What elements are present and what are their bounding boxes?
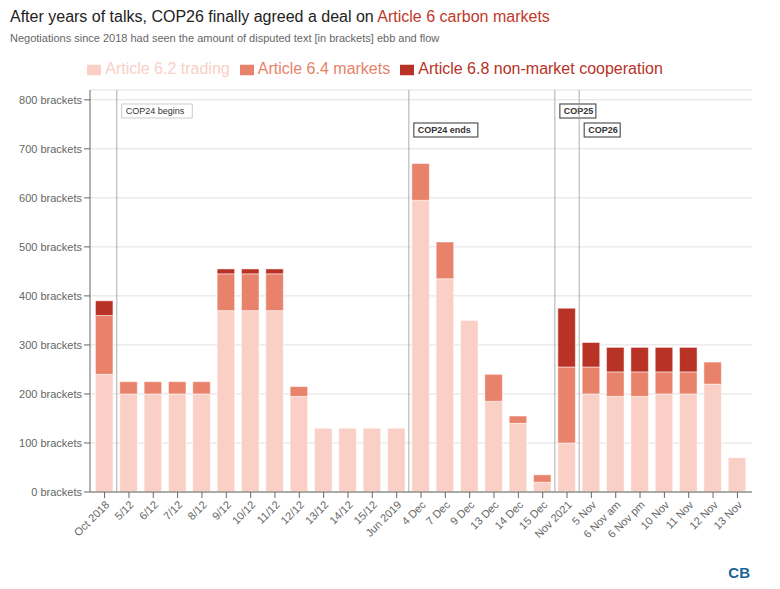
svg-text:6 Nov am: 6 Nov am <box>580 498 623 541</box>
svg-text:11 Nov: 11 Nov <box>663 498 696 531</box>
svg-text:15/12: 15/12 <box>351 498 380 527</box>
html-text:CB: CB <box>728 564 750 581</box>
svg-text:13 Nov: 13 Nov <box>711 498 744 531</box>
svg-text:Nov 2021: Nov 2021 <box>532 498 574 540</box>
svg-text:100 brackets: 100 brackets <box>19 437 82 449</box>
svg-text:COP24 begins: COP24 begins <box>126 106 185 116</box>
svg-text:Jun 2019: Jun 2019 <box>363 498 403 538</box>
svg-text:5 Nov: 5 Nov <box>569 498 599 528</box>
svg-text:COP24 ends: COP24 ends <box>418 125 471 135</box>
svg-text:Oct 2018: Oct 2018 <box>71 498 111 538</box>
svg-text:4 Dec: 4 Dec <box>399 498 428 527</box>
svg-text:8/12: 8/12 <box>185 498 209 522</box>
svg-text:11/12: 11/12 <box>255 498 282 525</box>
svg-text:200 brackets: 200 brackets <box>19 388 82 400</box>
svg-text:6/12: 6/12 <box>137 498 161 522</box>
svg-text:5/12: 5/12 <box>112 498 136 522</box>
svg-text:600 brackets: 600 brackets <box>19 192 82 204</box>
svg-text:COP26: COP26 <box>588 125 618 135</box>
svg-text:0 brackets: 0 brackets <box>31 486 82 498</box>
svg-text:9 Dec: 9 Dec <box>447 498 477 528</box>
svg-text:13 Dec: 13 Dec <box>467 498 501 532</box>
svg-text:14/12: 14/12 <box>327 498 355 526</box>
html-text:Article 6.8 non-market coopera: Article 6.8 non-market cooperation <box>418 60 663 77</box>
svg-text:300 brackets: 300 brackets <box>19 339 82 351</box>
svg-text:500 brackets: 500 brackets <box>19 241 82 253</box>
svg-text:12 Nov: 12 Nov <box>686 498 720 532</box>
svg-text:6 Nov pm: 6 Nov pm <box>605 498 647 541</box>
svg-text:12/12: 12/12 <box>278 498 306 526</box>
html-text:After years of talks, COP26 fi: After years of talks, COP26 finally agre… <box>10 8 550 25</box>
svg-text:7/12: 7/12 <box>161 498 185 522</box>
html-text:Negotiations since 2018 had se: Negotiations since 2018 had seen the amo… <box>10 32 440 44</box>
svg-text:13/12: 13/12 <box>303 498 331 526</box>
svg-text:10 Nov: 10 Nov <box>638 498 672 532</box>
svg-text:800 brackets: 800 brackets <box>19 94 82 106</box>
html-text:Article 6.4 markets: Article 6.4 markets <box>257 60 391 77</box>
svg-text:7 Dec: 7 Dec <box>423 498 452 527</box>
svg-text:700 brackets: 700 brackets <box>19 143 82 155</box>
svg-text:9/12: 9/12 <box>209 498 234 523</box>
svg-text:400 brackets: 400 brackets <box>19 290 82 302</box>
html-text:Article 6.2 trading: Article 6.2 trading <box>105 60 230 77</box>
svg-text:15 Dec: 15 Dec <box>516 498 550 532</box>
svg-text:14 Dec: 14 Dec <box>492 498 526 532</box>
svg-text:10/12: 10/12 <box>230 498 258 526</box>
svg-text:COP25: COP25 <box>564 106 594 116</box>
